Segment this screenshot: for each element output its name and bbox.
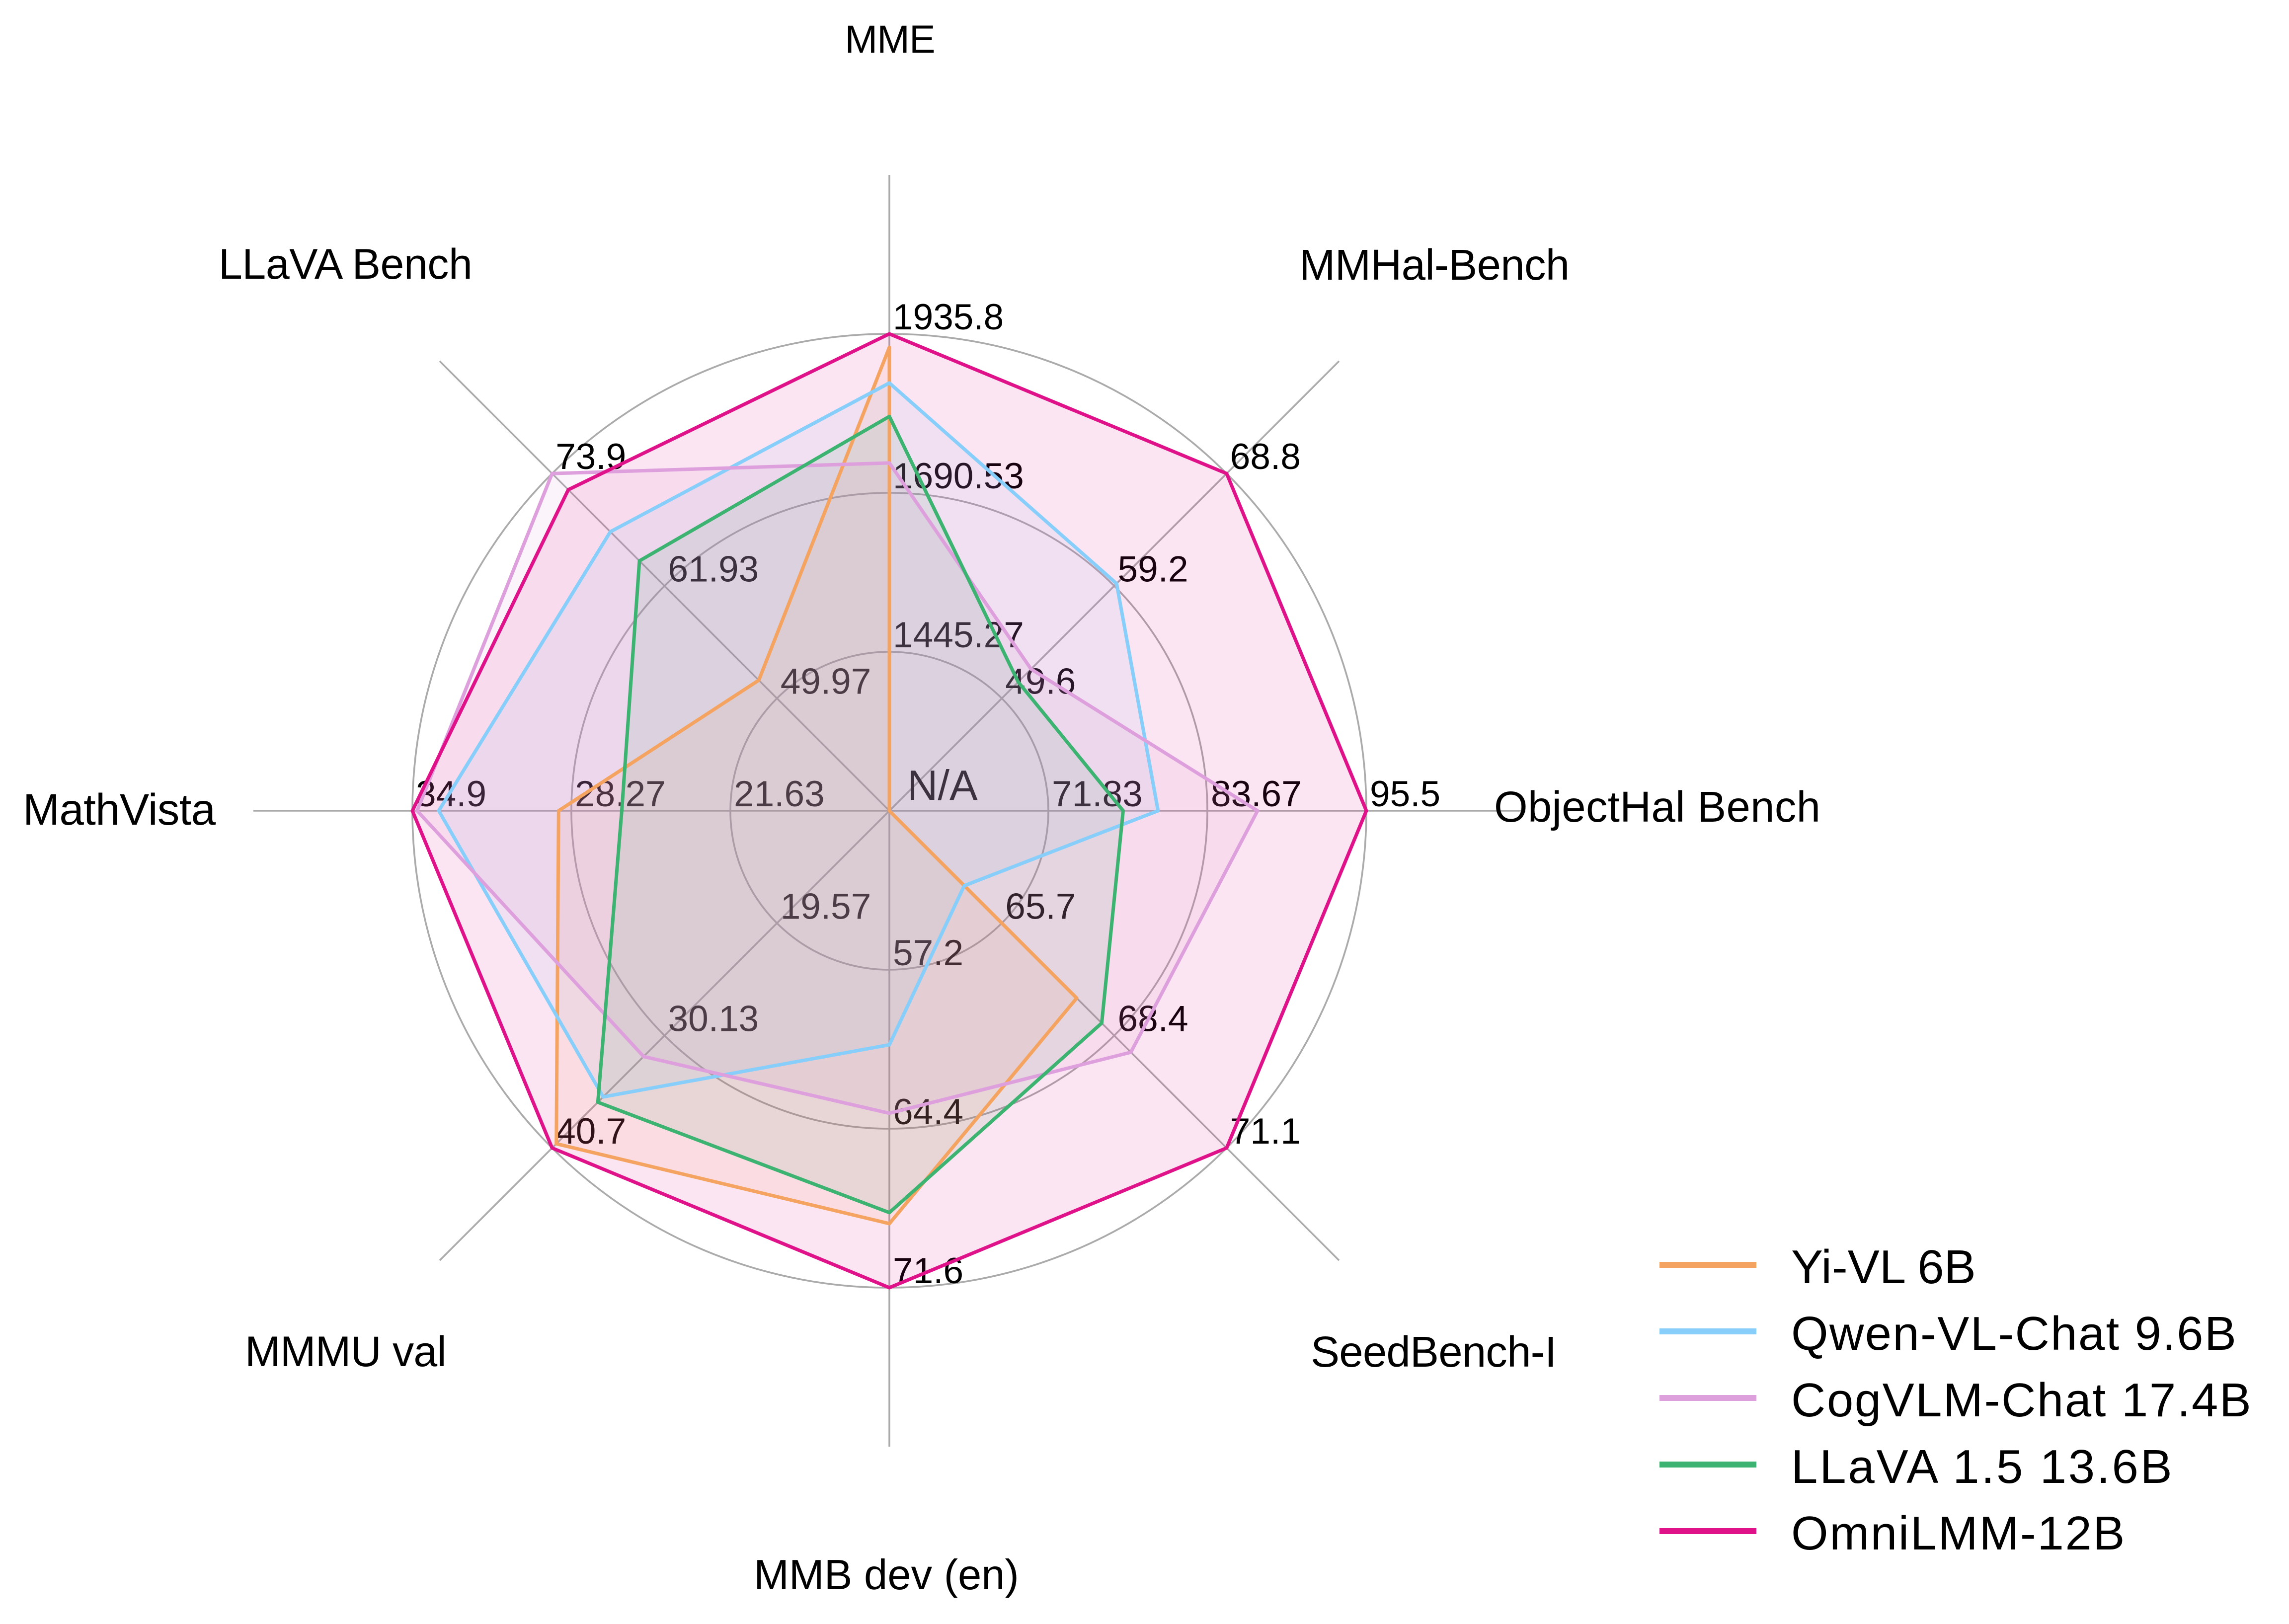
svg-text:OmniLMM-12B: OmniLMM-12B — [1791, 1507, 2126, 1560]
svg-text:LLaVA Bench: LLaVA Bench — [219, 240, 472, 288]
svg-text:MME: MME — [845, 17, 935, 61]
svg-text:71.1: 71.1 — [1230, 1111, 1301, 1152]
svg-text:83.67: 83.67 — [1211, 774, 1302, 814]
svg-text:61.93: 61.93 — [668, 549, 759, 590]
svg-text:21.63: 21.63 — [734, 774, 825, 814]
svg-text:28.27: 28.27 — [575, 774, 666, 814]
svg-text:MMB dev (en): MMB dev (en) — [754, 1551, 1019, 1599]
svg-text:CogVLM-Chat 17.4B: CogVLM-Chat 17.4B — [1791, 1374, 2252, 1427]
svg-text:49.97: 49.97 — [781, 662, 871, 702]
svg-text:95.5: 95.5 — [1370, 774, 1440, 814]
svg-text:MathVista: MathVista — [23, 784, 216, 834]
svg-text:LLaVA 1.5 13.6B: LLaVA 1.5 13.6B — [1791, 1440, 2174, 1493]
svg-text:N/A: N/A — [907, 762, 978, 809]
svg-text:SeedBench-I: SeedBench-I — [1311, 1328, 1556, 1376]
svg-text:1935.8: 1935.8 — [893, 297, 1004, 337]
svg-text:Qwen-VL-Chat 9.6B: Qwen-VL-Chat 9.6B — [1791, 1307, 2237, 1360]
svg-text:MMHal-Bench: MMHal-Bench — [1299, 241, 1569, 289]
svg-text:65.7: 65.7 — [1005, 886, 1076, 927]
svg-text:59.2: 59.2 — [1118, 549, 1188, 590]
svg-text:19.57: 19.57 — [781, 886, 871, 927]
svg-text:ObjectHal Bench: ObjectHal Bench — [1494, 783, 1820, 831]
svg-text:Yi-VL 6B: Yi-VL 6B — [1791, 1240, 1976, 1294]
svg-text:68.4: 68.4 — [1118, 999, 1188, 1039]
svg-text:MMMU val: MMMU val — [245, 1328, 446, 1376]
svg-text:1690.53: 1690.53 — [893, 456, 1024, 496]
svg-text:30.13: 30.13 — [668, 999, 759, 1039]
svg-text:68.8: 68.8 — [1230, 437, 1301, 477]
